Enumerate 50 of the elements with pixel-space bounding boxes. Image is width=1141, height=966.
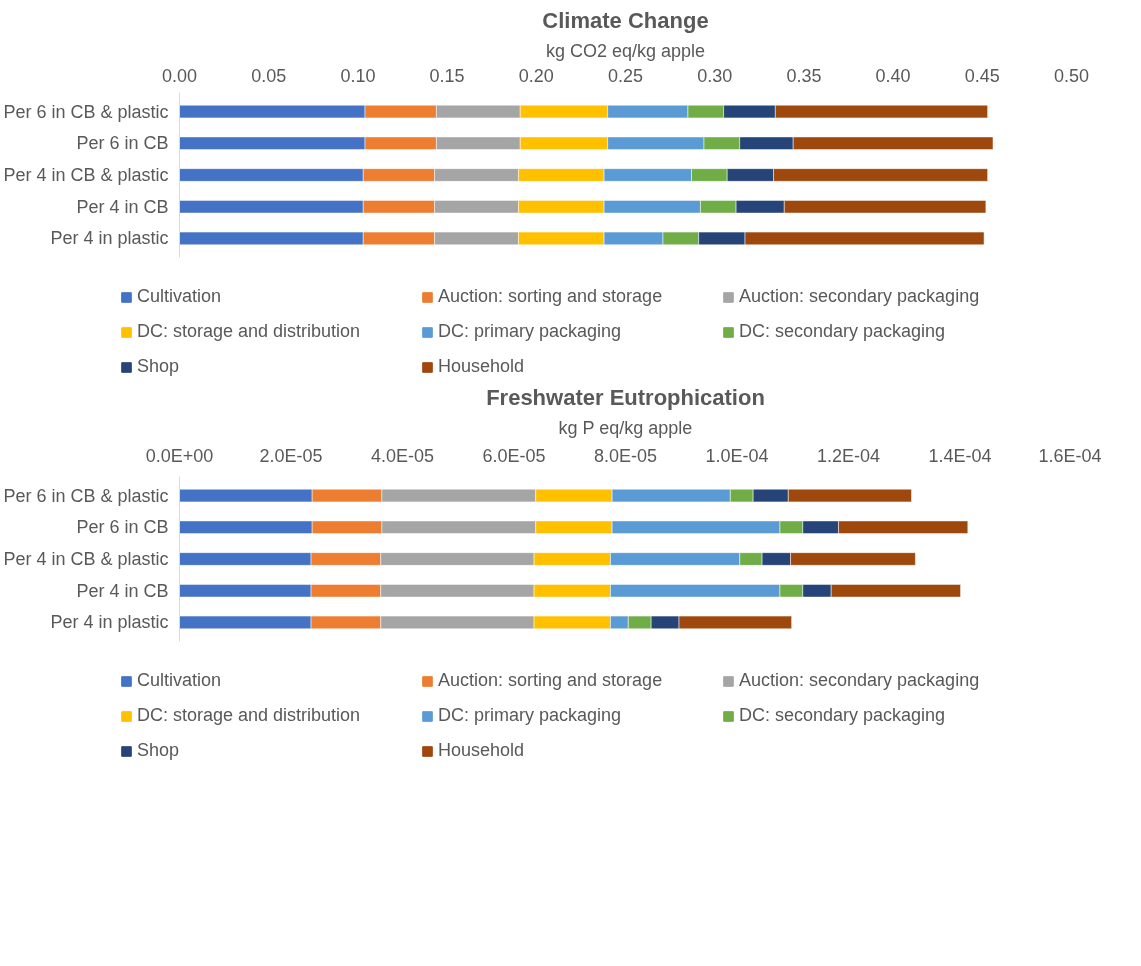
y-tick-label: Per 6 in CB — [76, 517, 169, 538]
y-tick-label: Per 4 in plastic — [50, 612, 169, 633]
legend-label: Auction: sorting and storage — [438, 670, 664, 691]
x-tick-label: 1.6E-04 — [1038, 445, 1102, 466]
legend-label: DC: primary packaging — [438, 321, 623, 342]
x-tick-label: 1.4E-04 — [928, 445, 992, 466]
y-tick-label: Per 4 in CB & plastic — [3, 549, 169, 569]
x-tick-label: 1.0E-04 — [705, 445, 769, 466]
x-tick-label: 1.2E-04 — [816, 445, 881, 466]
legend-label: Shop — [137, 740, 181, 761]
x-axis-title: kg CO2 eq/kg apple — [545, 40, 706, 61]
x-tick-label: 0.30 — [697, 65, 733, 86]
legend-label: DC: storage and distribution — [137, 321, 362, 342]
y-tick-label: Per 6 in CB & plastic — [3, 485, 169, 506]
legend-label: DC: primary packaging — [438, 705, 623, 726]
legend-label: Household — [438, 740, 526, 761]
legend-label: DC: secondary packaging — [739, 321, 947, 342]
legend-label: Household — [438, 356, 526, 377]
y-tick-label: Per 4 in CB — [76, 580, 169, 601]
y-tick-label: Per 4 in CB & plastic — [3, 165, 169, 185]
x-tick-label: 0.40 — [875, 65, 911, 86]
y-tick-label: Per 4 in CB — [76, 196, 169, 217]
x-tick-label: 0.50 — [1053, 65, 1090, 86]
legend-label: Auction: secondary packaging — [739, 670, 981, 691]
x-tick-label: 0.05 — [251, 65, 287, 86]
x-tick-label: 0.25 — [607, 65, 644, 86]
x-tick-label: 0.0E+00 — [145, 445, 214, 466]
chart-title: Freshwater Eutrophication — [486, 384, 765, 410]
legend-label: DC: secondary packaging — [739, 705, 947, 726]
x-tick-label: 0.00 — [161, 65, 198, 86]
chart-title: Climate Change — [542, 7, 709, 33]
x-tick-label: 6.0E-05 — [482, 445, 546, 466]
x-tick-label: 0.20 — [518, 65, 554, 86]
y-tick-label: Per 6 in CB & plastic — [3, 101, 169, 122]
legend-label: Shop — [137, 356, 181, 377]
y-tick-label: Per 4 in plastic — [50, 228, 169, 249]
legend-label: Auction: secondary packaging — [739, 286, 981, 307]
legend-label: DC: storage and distribution — [137, 705, 362, 726]
x-tick-label: 0.10 — [340, 65, 376, 86]
x-tick-label: 0.35 — [786, 65, 822, 86]
x-tick-label: 2.0E-05 — [259, 445, 323, 466]
x-tick-label: 4.0E-05 — [370, 445, 435, 466]
legend-label: Cultivation — [137, 286, 223, 307]
legend-label: Auction: sorting and storage — [438, 286, 664, 307]
x-tick-label: 0.15 — [429, 65, 465, 86]
x-tick-label: 0.45 — [964, 65, 1000, 86]
x-tick-label: 8.0E-05 — [593, 445, 658, 466]
y-tick-label: Per 6 in CB — [76, 133, 169, 154]
legend-label: Cultivation — [137, 670, 223, 691]
x-axis-title: kg P eq/kg apple — [558, 417, 693, 438]
